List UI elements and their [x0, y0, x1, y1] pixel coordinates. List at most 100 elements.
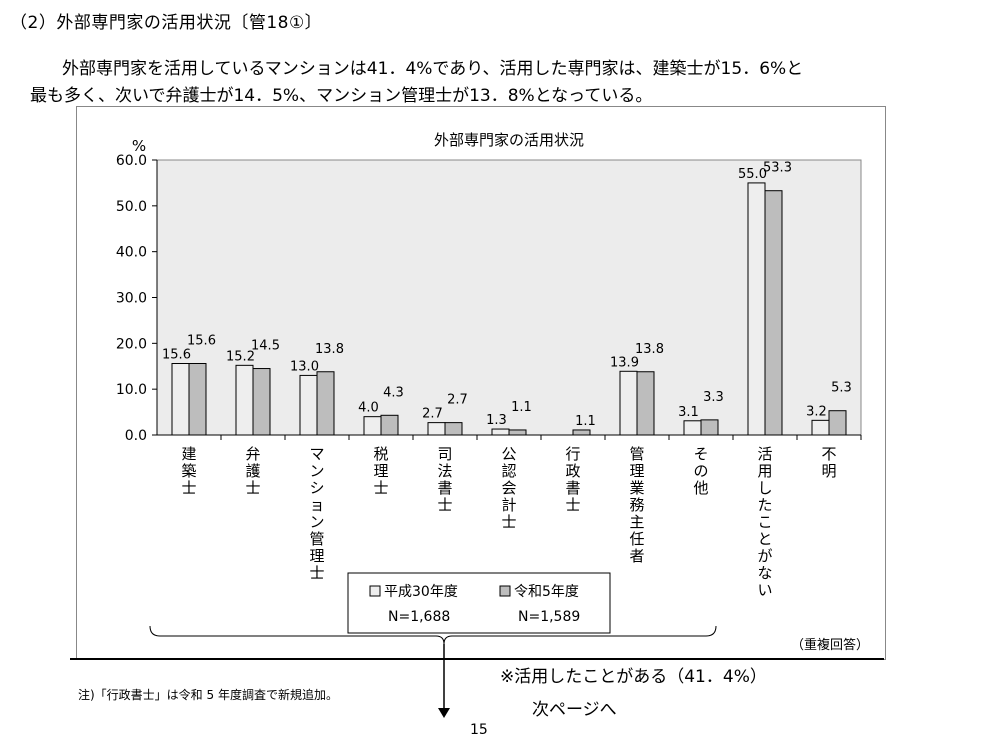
- x-tick-label: 建: [181, 445, 196, 463]
- x-tick-label: 書: [437, 479, 452, 497]
- data-label: 1.1: [575, 414, 596, 429]
- y-tick-label: 30.0: [116, 291, 147, 307]
- bar: [316, 371, 335, 436]
- data-label: 13.8: [315, 342, 344, 357]
- legend-swatch: [369, 585, 381, 597]
- x-tick-label: 活: [757, 445, 772, 463]
- data-label: 1.1: [511, 400, 532, 415]
- x-tick-label: た: [757, 496, 772, 514]
- x-tick-label: 計: [501, 496, 516, 514]
- x-tick-label: な: [757, 564, 772, 582]
- x-tick-label: 用: [757, 462, 772, 480]
- y-tick-label: 60.0: [116, 153, 147, 169]
- x-tick-label: 明: [821, 462, 836, 480]
- bar: [252, 368, 271, 436]
- x-tick-label: 認: [501, 462, 516, 480]
- data-label: 15.2: [226, 349, 255, 364]
- data-label: 13.8: [635, 342, 664, 357]
- x-tick-label: 士: [437, 496, 452, 514]
- x-tick-label: が: [757, 547, 772, 565]
- x-tick-label: 不: [821, 445, 836, 463]
- page-number: 15: [470, 722, 488, 738]
- x-tick-label: 理: [373, 462, 388, 480]
- x-tick-label: 士: [373, 479, 388, 497]
- intro-paragraph: 外部専門家を活用しているマンションは41．4%であり、活用した専門家は、建築士が…: [30, 56, 980, 110]
- x-tick-label: ョ: [309, 496, 324, 514]
- bar: [700, 419, 719, 436]
- x-tick-label: 管: [309, 530, 324, 548]
- data-label: 2.7: [447, 393, 468, 408]
- x-tick-label: 税: [373, 445, 388, 463]
- y-tick-label: 50.0: [116, 199, 147, 215]
- x-tick-label: 理: [629, 462, 644, 480]
- x-tick-label: マ: [309, 445, 324, 463]
- data-label: 55.0: [738, 167, 767, 182]
- callout-used: ※活用したことがある（41．4%）: [500, 667, 767, 687]
- legend-label: 令和5年度: [514, 584, 579, 600]
- x-tick-label: 行: [565, 445, 580, 463]
- x-tick-label: 理: [309, 547, 324, 565]
- x-tick-label: 士: [309, 564, 324, 582]
- data-label: 14.5: [251, 339, 280, 354]
- y-axis-label: %: [132, 137, 146, 155]
- x-tick-label: 法: [437, 462, 452, 480]
- x-tick-label: 政: [565, 462, 580, 480]
- legend-box: [347, 572, 611, 634]
- data-label: 2.7: [422, 407, 443, 422]
- intro-line-2: 最も多く、次いで弁護士が14．5%、マンション管理士が13．8%となっている。: [30, 86, 653, 106]
- x-tick-label: 会: [501, 479, 516, 497]
- x-tick-label: 業: [629, 479, 644, 497]
- data-label: 1.3: [486, 413, 507, 428]
- x-tick-label: 士: [565, 496, 580, 514]
- y-tick-label: 10.0: [116, 382, 147, 398]
- x-tick-label: 他: [693, 479, 708, 497]
- multiple-answer-note: （重複回答）: [791, 637, 869, 653]
- x-tick-label: 司: [437, 445, 452, 463]
- y-tick-label: 0.0: [125, 428, 147, 444]
- data-label: 3.3: [703, 390, 724, 405]
- legend-n-label: N=1,688: [388, 609, 450, 625]
- x-tick-label: 士: [245, 479, 260, 497]
- bar: [828, 410, 847, 436]
- x-tick-label: と: [757, 530, 772, 548]
- bar: [508, 429, 527, 436]
- data-label: 4.0: [358, 401, 379, 416]
- footnote: 注)「行政書士」は令和 5 年度調査で新規追加。: [78, 688, 338, 702]
- x-tick-label: い: [757, 581, 772, 599]
- x-tick-label: シ: [309, 479, 324, 497]
- x-tick-label: 弁: [245, 445, 260, 463]
- x-tick-label: 士: [501, 513, 516, 531]
- intro-line-1: 外部専門家を活用しているマンションは41．4%であり、活用した専門家は、建築士が…: [62, 59, 804, 79]
- x-tick-label: ン: [309, 513, 324, 531]
- data-label: 13.9: [610, 355, 639, 370]
- x-tick-label: 管: [629, 445, 644, 463]
- x-tick-label: 務: [629, 496, 644, 514]
- y-tick-label: 40.0: [116, 245, 147, 261]
- chart-title: 外部専門家の活用状況: [434, 131, 584, 149]
- x-tick-label: 主: [629, 513, 644, 531]
- bar-chart: 外部専門家の活用状況% 0.0 10.0 20.0 30.0 40.0 50.0 60.0 15…: [116, 131, 869, 653]
- x-tick-label: の: [693, 462, 708, 480]
- bar: [188, 363, 207, 436]
- x-tick-label: 築: [181, 462, 196, 480]
- legend-label: 平成30年度: [384, 584, 458, 600]
- x-tick-label: 護: [245, 462, 260, 480]
- data-label: 15.6: [162, 348, 191, 363]
- x-tick-label: そ: [693, 445, 708, 463]
- x-tick-label: し: [757, 479, 772, 497]
- bar: [572, 429, 591, 436]
- data-label: 53.3: [763, 161, 792, 176]
- x-tick-label: こ: [757, 513, 772, 531]
- section-heading: （2）外部専門家の活用状況〔管18①〕: [10, 13, 323, 33]
- data-label: 13.0: [290, 359, 319, 374]
- x-tick-label: 書: [565, 479, 580, 497]
- next-page-link[interactable]: 次ページへ: [532, 700, 617, 720]
- legend-swatch: [499, 585, 511, 597]
- x-tick-label: 任: [629, 530, 644, 548]
- bar: [764, 190, 783, 436]
- bar: [636, 371, 655, 436]
- y-tick-label: 20.0: [116, 336, 147, 352]
- bar: [444, 422, 463, 436]
- data-label: 5.3: [831, 381, 852, 396]
